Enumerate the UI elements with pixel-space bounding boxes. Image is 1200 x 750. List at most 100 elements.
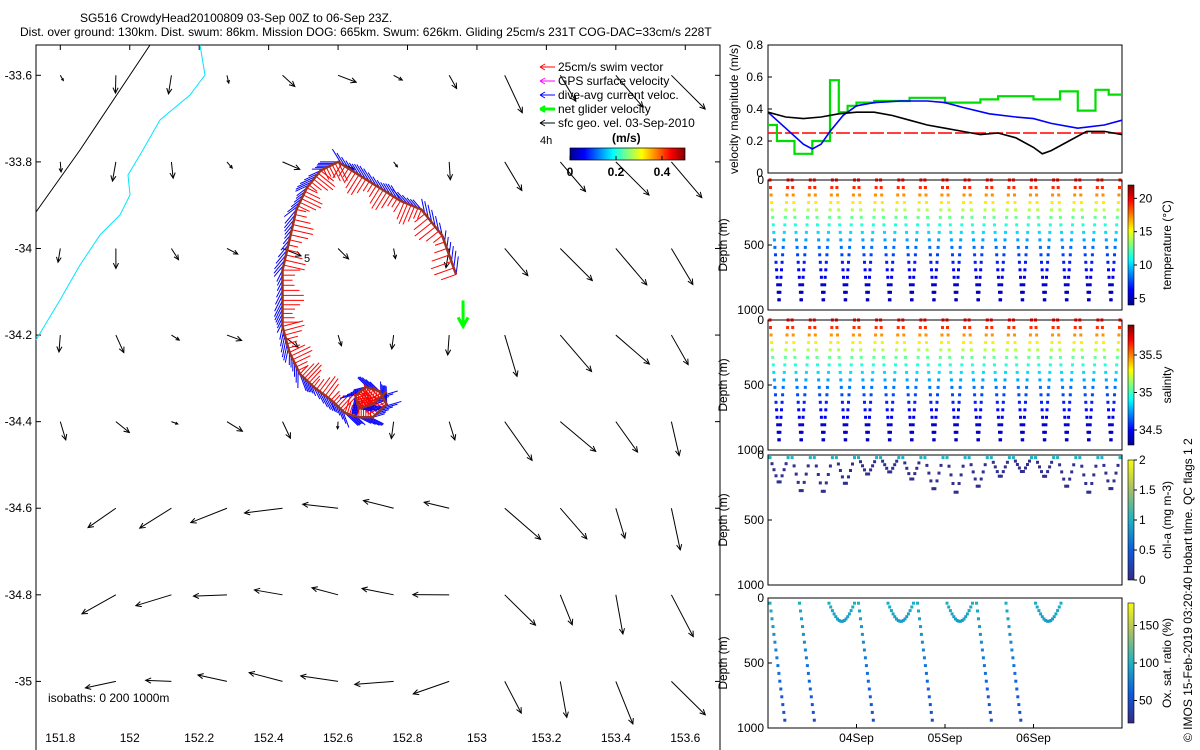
geostrophic-vector: [671, 74, 706, 110]
geostrophic-vector-shaft: [504, 161, 523, 191]
geostrophic-vector-shaft: [671, 161, 703, 198]
section-data-point: [979, 640, 983, 644]
section-data-point: [1002, 385, 1006, 389]
section-data-point: [906, 245, 910, 249]
section-data-point: [947, 464, 951, 468]
swim-vector: [396, 202, 405, 220]
geostrophic-vector-shaft: [504, 248, 529, 276]
section-data-point: [981, 378, 985, 382]
section-data-point: [1057, 333, 1061, 337]
section-data-point: [1117, 333, 1121, 337]
section-data-point: [1085, 423, 1089, 427]
section-data-point: [786, 186, 790, 189]
section-data-point: [814, 341, 818, 344]
section-data-point: [828, 208, 832, 212]
section-data-point: [813, 193, 817, 197]
section-data-point: [784, 462, 788, 466]
section-data-point: [1028, 459, 1031, 463]
section-data-point: [946, 193, 950, 197]
current-vector: [384, 400, 402, 407]
section-data-point: [769, 186, 772, 189]
section-data-point: [956, 415, 960, 419]
geostrophic-vector: [189, 507, 228, 524]
section-data-point: [778, 480, 782, 484]
geostrophic-vector-head: [676, 543, 683, 552]
swim-vector: [318, 173, 336, 187]
section-data-point: [994, 378, 998, 382]
legend-entry-label: sfc geo. vel. 03-Sep-2010: [558, 116, 695, 130]
section-data-point: [936, 253, 939, 257]
section-data-point: [1100, 326, 1104, 329]
section-data-point: [936, 245, 940, 249]
section-data-point: [780, 400, 784, 404]
section-data-point: [927, 230, 931, 234]
section-data-point: [1035, 201, 1039, 204]
geostrophic-vector-shaft: [670, 508, 681, 551]
section-data-point: [771, 215, 775, 219]
geostrophic-vector: [301, 501, 339, 509]
section-data-point: [892, 245, 896, 249]
geostrophic-vector-head: [288, 80, 296, 88]
section-data-point: [975, 290, 979, 294]
section-data-point: [1109, 438, 1113, 442]
geostrophic-vector-shaft: [671, 74, 706, 110]
section-data-point: [1030, 456, 1033, 460]
section-data-point: [925, 348, 929, 352]
section-colorbar-tick-label: 2: [1139, 453, 1146, 467]
section-data-point: [1059, 601, 1063, 605]
section-data-point: [928, 385, 932, 389]
map-colorbar-title: (m/s): [612, 131, 641, 145]
section-data-point: [1052, 318, 1056, 322]
section-data-point: [1021, 470, 1025, 473]
section-colorbar-tick-label: 150: [1139, 619, 1159, 633]
geostrophic-vector: [253, 587, 283, 596]
plot-title-line2: Dist. over ground: 130km. Dist. swum: 86…: [20, 25, 712, 39]
section-data-point: [996, 268, 1000, 272]
section-data-point: [1064, 430, 1068, 434]
swim-vector: [295, 214, 307, 218]
section-data-point: [938, 215, 942, 219]
section-data-point: [1003, 238, 1007, 242]
section-data-point: [1047, 385, 1051, 389]
velocity-y-tick-label: 0: [756, 166, 763, 180]
section-data-point: [802, 268, 806, 272]
section-data-point: [905, 615, 909, 619]
section-data-point: [1086, 490, 1090, 494]
section-data-point: [850, 215, 854, 219]
section-data-point: [832, 612, 836, 616]
geostrophic-vector-shaft: [559, 507, 588, 540]
geostrophic-vector-shaft: [145, 679, 172, 682]
section-data-point: [981, 656, 985, 660]
section-data-point: [834, 456, 838, 460]
section-data-point: [835, 186, 839, 189]
section-data-point: [1001, 408, 1005, 412]
section-data-point: [857, 178, 860, 182]
section-data-point: [955, 290, 959, 294]
map-x-tick-label: 153.4: [601, 731, 631, 745]
section-data-point: [941, 456, 945, 460]
section-data-point: [869, 253, 873, 257]
section-data-point: [909, 290, 913, 294]
section-data-point: [874, 326, 878, 329]
geostrophic-vector-shaft: [311, 587, 339, 596]
section-data-point: [963, 456, 967, 460]
section-data-point: [782, 238, 786, 242]
temperature-section-colorbar: [1127, 184, 1135, 306]
geostrophic-vector: [559, 334, 593, 373]
section-data-point: [1042, 617, 1046, 621]
section-data-point: [1006, 193, 1010, 197]
section-data-point: [955, 490, 959, 494]
section-data-point: [939, 201, 943, 204]
section-data-point: [949, 230, 953, 234]
geostrophic-vector: [504, 421, 533, 462]
section-data-point: [1015, 687, 1019, 691]
section-data-point: [843, 430, 847, 434]
section-data-point: [978, 415, 982, 419]
geostrophic-vector-head: [699, 709, 707, 716]
section-data-point: [978, 625, 981, 629]
swim-vector: [440, 273, 457, 281]
swim-vector: [361, 393, 367, 407]
section-data-point: [1001, 260, 1005, 264]
